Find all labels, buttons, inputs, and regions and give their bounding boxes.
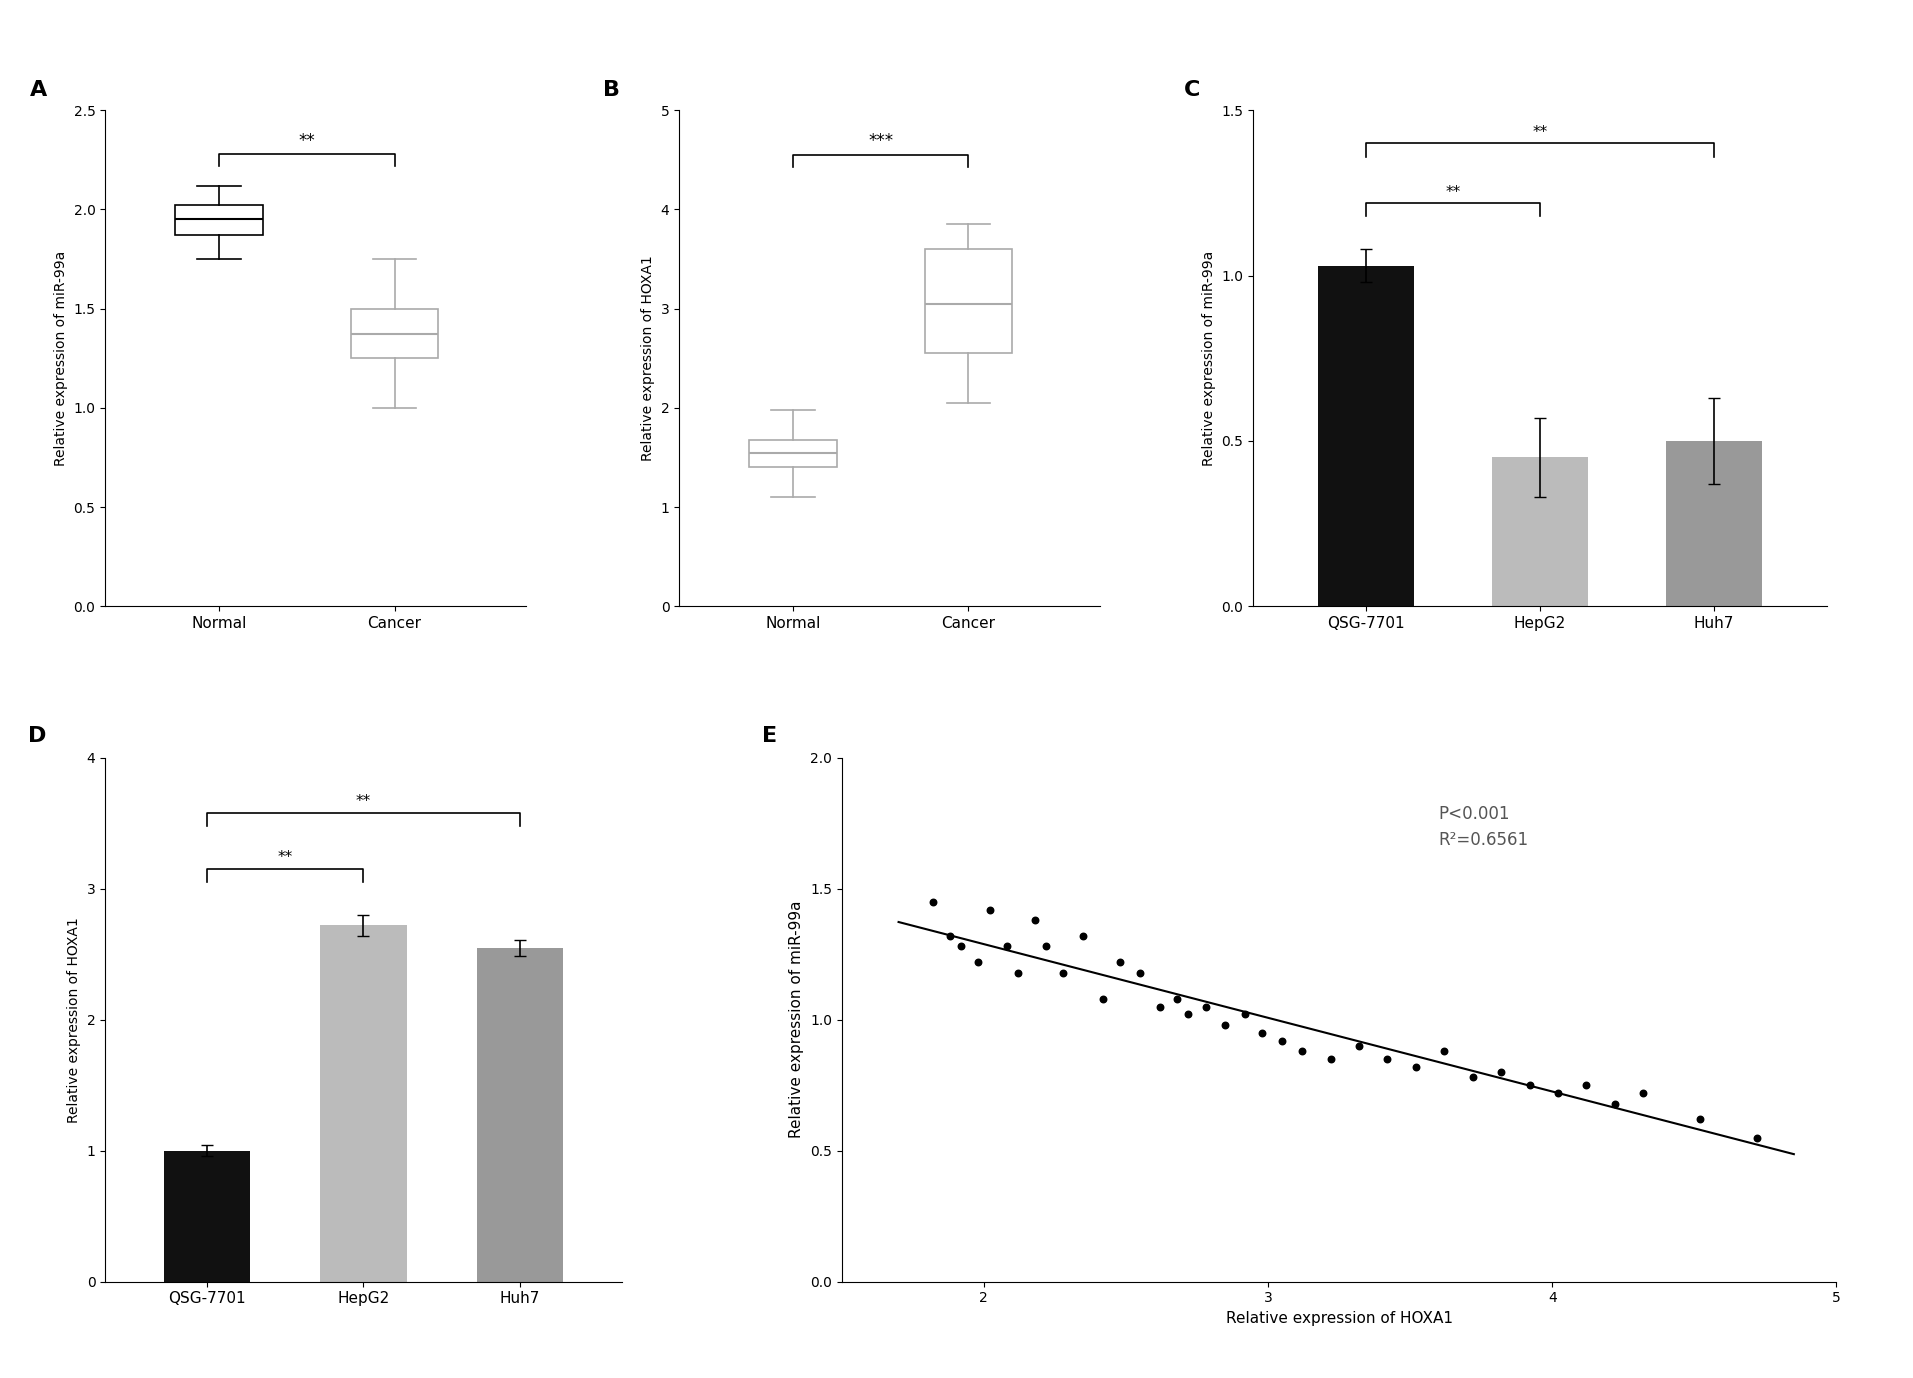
Text: **: **: [1532, 125, 1548, 141]
Point: [1048, 962, 1079, 984]
Point: [1067, 925, 1098, 947]
Point: [1400, 1056, 1431, 1078]
Text: A: A: [29, 80, 46, 101]
PathPatch shape: [350, 309, 438, 358]
Text: ***: ***: [869, 132, 893, 150]
Point: [991, 936, 1022, 958]
Point: [1429, 1040, 1460, 1062]
Point: [1020, 909, 1050, 932]
Bar: [321, 926, 407, 1282]
Point: [1343, 1035, 1374, 1057]
Text: **: **: [298, 132, 316, 150]
PathPatch shape: [924, 249, 1012, 353]
Bar: [165, 1151, 251, 1282]
X-axis label: Relative expression of HOXA1: Relative expression of HOXA1: [1226, 1310, 1452, 1326]
Point: [1372, 1047, 1402, 1069]
Point: [1144, 995, 1175, 1017]
Text: **: **: [277, 850, 293, 865]
Point: [1316, 1047, 1347, 1069]
Text: **: **: [1446, 185, 1462, 200]
Text: **: **: [356, 794, 371, 809]
Point: [1173, 1003, 1203, 1025]
Point: [1628, 1082, 1659, 1104]
Text: C: C: [1184, 80, 1201, 101]
Point: [1211, 1014, 1242, 1036]
Point: [1125, 962, 1155, 984]
PathPatch shape: [750, 440, 838, 467]
Bar: [1666, 441, 1762, 606]
Point: [1486, 1061, 1517, 1083]
Point: [1741, 1127, 1771, 1149]
Point: [1458, 1067, 1488, 1089]
Point: [1088, 988, 1119, 1010]
Text: P<0.001
R²=0.6561: P<0.001 R²=0.6561: [1439, 805, 1528, 849]
Bar: [476, 948, 562, 1282]
Point: [1266, 1029, 1297, 1051]
Point: [934, 925, 964, 947]
Y-axis label: Relative expression of miR-99a: Relative expression of miR-99a: [790, 901, 805, 1138]
Point: [1515, 1075, 1546, 1097]
Point: [945, 936, 976, 958]
Point: [1247, 1022, 1278, 1045]
Point: [962, 951, 993, 973]
Point: [1542, 1082, 1572, 1104]
PathPatch shape: [176, 205, 264, 236]
Point: [1002, 962, 1033, 984]
Point: [1685, 1108, 1716, 1130]
Point: [1031, 936, 1062, 958]
Bar: [1492, 457, 1588, 606]
Point: [1599, 1093, 1630, 1115]
Y-axis label: Relative expression of HOXA1: Relative expression of HOXA1: [67, 916, 80, 1123]
Y-axis label: Relative expression of miR-99a: Relative expression of miR-99a: [1201, 251, 1217, 466]
Point: [1106, 951, 1136, 973]
Point: [1571, 1075, 1601, 1097]
Point: [974, 898, 1004, 921]
Point: [1190, 995, 1220, 1017]
Text: B: B: [603, 80, 620, 101]
Text: E: E: [761, 726, 777, 747]
Point: [918, 892, 949, 914]
Bar: [1318, 266, 1414, 606]
Text: D: D: [27, 726, 46, 747]
Point: [1230, 1003, 1261, 1025]
Y-axis label: Relative expression of HOXA1: Relative expression of HOXA1: [641, 255, 654, 462]
Point: [1287, 1040, 1318, 1062]
Point: [1161, 988, 1192, 1010]
Y-axis label: Relative expression of miR-99a: Relative expression of miR-99a: [54, 251, 69, 466]
